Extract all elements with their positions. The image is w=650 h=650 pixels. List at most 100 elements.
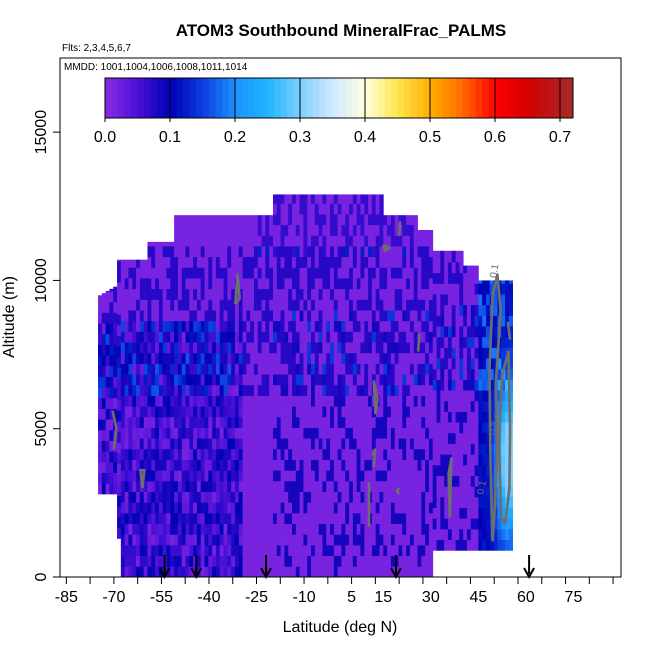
heatmap-cell (394, 363, 399, 375)
heatmap-cell (432, 496, 437, 509)
heatmap-cell (478, 432, 483, 444)
heatmap-cell (151, 246, 156, 258)
heatmap-cell (242, 491, 247, 503)
heatmap-cell (318, 448, 323, 460)
heatmap-cell (151, 278, 156, 290)
heatmap-cell (147, 320, 152, 332)
heatmap-cell (299, 384, 304, 396)
heatmap-cell (170, 438, 175, 450)
heatmap-cell (284, 194, 289, 204)
heatmap-cell (200, 331, 205, 343)
heatmap-cell (432, 518, 437, 530)
heatmap-cell (387, 448, 392, 460)
heatmap-cell (371, 224, 377, 236)
heatmap-cell (326, 427, 331, 439)
heatmap-cell (253, 267, 259, 279)
heatmap-cell (212, 566, 217, 578)
heatmap-cell (505, 315, 510, 327)
heatmap-cell (356, 384, 361, 396)
heatmap-cell (322, 384, 327, 396)
heatmap-cell (151, 555, 156, 567)
heatmap-cell (139, 384, 145, 396)
heatmap-cell (158, 470, 164, 482)
heatmap-cell (204, 555, 209, 567)
heatmap-cell (238, 544, 243, 557)
heatmap-cell (314, 555, 320, 567)
heatmap-cell (101, 293, 107, 303)
heatmap-cell (261, 406, 266, 418)
heatmap-cell (470, 454, 475, 466)
heatmap-cell (139, 566, 145, 578)
heatmap-cell (162, 241, 167, 247)
heatmap-cell (136, 288, 141, 300)
heatmap-cell (143, 416, 148, 428)
heatmap-cell (269, 523, 274, 535)
heatmap-cell (402, 342, 407, 354)
heatmap-cell (193, 416, 198, 428)
heatmap-cell (280, 224, 285, 236)
heatmap-cell (155, 438, 160, 450)
heatmap-cell (345, 224, 350, 236)
heatmap-cell (322, 480, 327, 492)
heatmap-cell (174, 342, 179, 354)
heatmap-cell (307, 395, 312, 407)
heatmap-cell (181, 459, 186, 471)
heatmap-cell (371, 267, 377, 279)
heatmap-cell (390, 215, 396, 226)
heatmap-cell (444, 411, 449, 423)
colorbar-segment (163, 78, 171, 118)
heatmap-cell (489, 539, 494, 551)
heatmap-cell (117, 367, 122, 379)
heatmap-cell (432, 347, 437, 359)
heatmap-cell (326, 502, 331, 514)
heatmap-cell (227, 342, 232, 354)
heatmap-cell (196, 416, 202, 428)
heatmap-cell (505, 400, 510, 412)
heatmap-cell (455, 272, 460, 284)
heatmap-cell (189, 459, 194, 471)
heatmap-cell (421, 342, 426, 354)
heatmap-cell (193, 374, 198, 386)
heatmap-cell (212, 480, 217, 492)
heatmap-cell (158, 502, 164, 514)
heatmap-cell (349, 416, 354, 428)
heatmap-cell (417, 448, 422, 460)
heatmap-cell (124, 491, 129, 503)
heatmap-cell (330, 278, 335, 290)
heatmap-cell (261, 299, 266, 311)
heatmap-cell (318, 363, 323, 375)
heatmap-cell (409, 491, 415, 503)
heatmap-cell (200, 288, 205, 300)
heatmap-cell (120, 320, 126, 332)
heatmap-cell (234, 459, 240, 471)
heatmap-cell (417, 310, 422, 322)
heatmap-cell (402, 512, 407, 525)
heatmap-cell (451, 486, 456, 498)
heatmap-cell (432, 315, 437, 327)
heatmap-cell (257, 278, 262, 290)
heatmap-cell (371, 363, 377, 375)
heatmap-cell (257, 288, 262, 300)
heatmap-cell (280, 384, 285, 396)
heatmap-cell (227, 310, 232, 322)
heatmap-cell (174, 427, 179, 439)
heatmap-cell (428, 278, 434, 290)
heatmap-cell (261, 278, 266, 290)
heatmap-cell (284, 267, 289, 279)
heatmap-cell (139, 395, 145, 407)
heatmap-cell (463, 486, 468, 498)
colorbar-segment (339, 78, 346, 118)
heatmap-cell (349, 352, 354, 364)
heatmap-cell (272, 523, 278, 535)
heatmap-cell (508, 280, 513, 284)
heatmap-cell (394, 395, 399, 407)
heatmap-cell (444, 400, 449, 412)
heatmap-cell (253, 459, 259, 471)
heatmap-cell (356, 459, 361, 471)
heatmap-cell (269, 299, 274, 311)
heatmap-cell (318, 203, 323, 215)
heatmap-cell (208, 555, 213, 567)
heatmap-cell (428, 288, 434, 300)
heatmap-cell (177, 267, 183, 279)
heatmap-cell (345, 203, 350, 215)
